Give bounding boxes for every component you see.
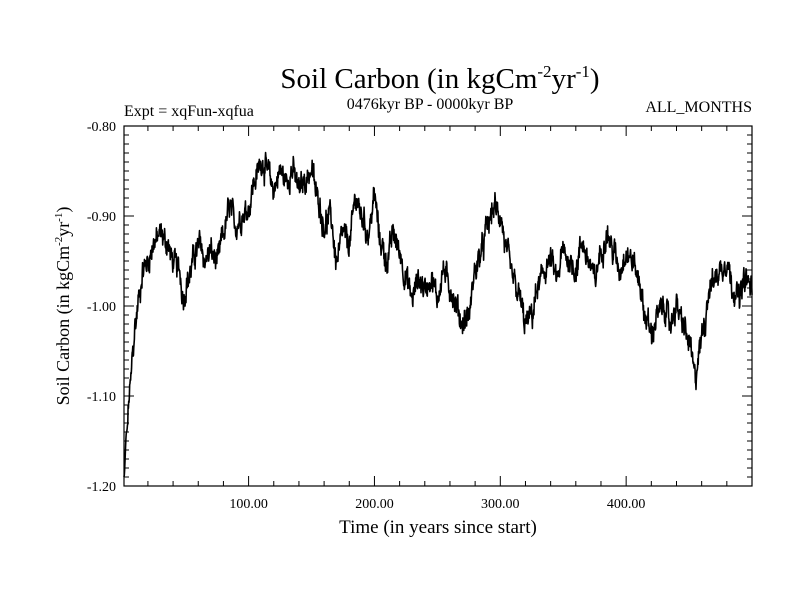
- series-line-soil-carbon: [123, 151, 753, 478]
- y-tick-label: -1.20: [87, 480, 116, 495]
- period-label: 0476kyr BP - 0000kyr BP: [347, 96, 514, 113]
- x-tick-label: 200.00: [355, 497, 394, 512]
- x-tick-label: 400.00: [607, 497, 646, 512]
- axis-tick-labels: -1.20 -1.10 -1.00 -0.90 -0.80 100.00 200.00 300…: [87, 120, 646, 512]
- y-tick-label: -1.10: [87, 390, 116, 405]
- x-tick-label: 300.00: [481, 497, 520, 512]
- chart-title-sup2: -1: [576, 62, 590, 81]
- plot-frame: [123, 125, 753, 487]
- y-axis-label: Soil Carbon (in kgCm-2yr-1): [53, 207, 74, 406]
- y-tick-label: -0.80: [87, 120, 116, 135]
- x-axis-label: Time (in years since start): [339, 517, 537, 538]
- y-axis-label-sup2: -1: [53, 213, 65, 222]
- chart-title-sup1: -2: [537, 62, 551, 81]
- y-tick-label: -0.90: [87, 210, 116, 225]
- experiment-label: Expt = xqFun-xqfua: [124, 103, 254, 120]
- y-axis-label-main: Soil Carbon (in kgCm: [53, 246, 74, 406]
- y-tick-label: -1.00: [87, 300, 116, 315]
- chart-title: Soil Carbon (in kgCm-2yr-1): [280, 62, 599, 95]
- x-tick-label: 100.00: [229, 497, 268, 512]
- chart-title-main: Soil Carbon (in kgCm: [280, 63, 537, 95]
- chart-title-mid: yr: [552, 63, 577, 95]
- y-axis-label-sup1: -2: [53, 237, 65, 246]
- months-label: ALL_MONTHS: [645, 99, 752, 116]
- y-axis-label-mid: yr: [53, 222, 73, 237]
- chart-title-end: ): [590, 63, 600, 95]
- y-axis-label-end: ): [53, 207, 74, 213]
